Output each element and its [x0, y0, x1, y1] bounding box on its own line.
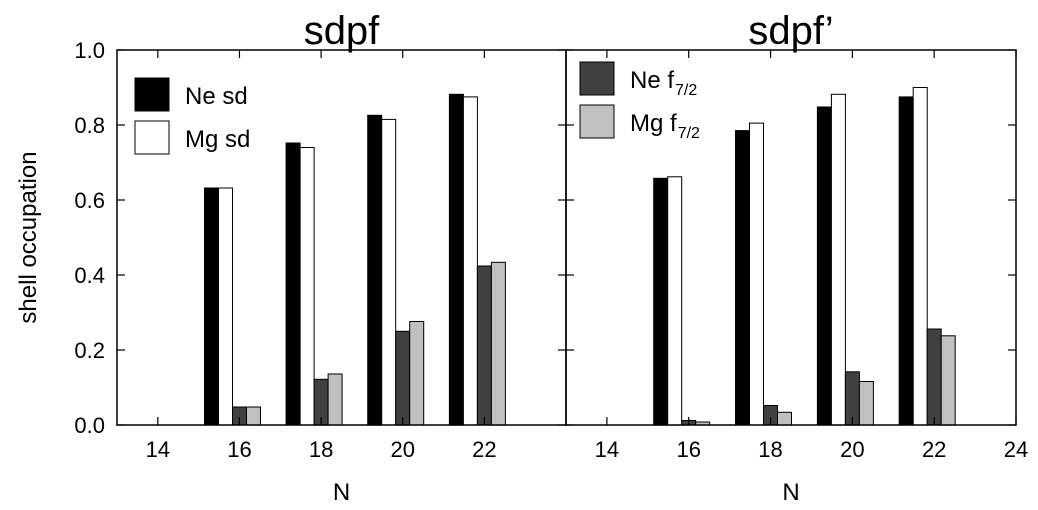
y-tick-label-3: 0.4 [74, 263, 105, 288]
y-tick-label-4: 0.6 [74, 188, 105, 213]
legend-sub-p2-1: 7/2 [675, 82, 697, 99]
x-tick-label-p1-1: 14 [146, 437, 170, 462]
y-tick-label-2: 0.2 [74, 338, 105, 363]
x-tick-label-p2-5: 22 [922, 437, 946, 462]
bar-p2-s4-4 [940, 335, 956, 426]
bar-p1-s2-2 [299, 147, 315, 426]
legend-swatch-p1-1 [134, 77, 170, 112]
bar-p2-s1-4 [898, 96, 914, 426]
x-tick-label-p1-5: 22 [472, 437, 496, 462]
bar-p1-s1-4 [448, 93, 464, 426]
x-tick-label-p1-2: 16 [227, 437, 251, 462]
bar-p1-s4-1 [246, 406, 261, 426]
y-tick-label-5: 0.8 [74, 113, 105, 138]
bar-p1-s1-2 [285, 142, 301, 426]
bar-p1-s2-3 [381, 118, 397, 426]
bar-p2-s1-2 [735, 130, 750, 426]
bar-p2-s2-2 [749, 122, 764, 426]
bar-p1-s2-4 [462, 96, 478, 426]
x-tick-label-p2-4: 20 [840, 437, 864, 462]
bar-p2-s4-2 [777, 411, 792, 426]
bar-p1-s4-2 [327, 373, 343, 426]
bar-p2-s1-1 [653, 177, 669, 426]
legend-label-p2-1: Ne f [630, 67, 674, 94]
legend-label-p1-1: Ne sd [185, 83, 248, 110]
plot-frame-2 [565, 49, 1017, 426]
bar-p1-s1-3 [367, 114, 383, 426]
chart-title-1: sdpf [304, 9, 380, 53]
x-tick-label-p2-2: 16 [676, 437, 700, 462]
bar-p1-s4-4 [490, 261, 506, 426]
bar-p2-s3-4 [926, 328, 942, 426]
legend-label-p2-2: Mg f [630, 110, 677, 137]
bar-p1-s1-1 [204, 187, 219, 426]
x-tick-label-p1-3: 18 [309, 437, 333, 462]
y-tick-label-6: 1.0 [74, 38, 105, 63]
legend-swatch-p2-1 [579, 61, 615, 96]
x-tick-label-p2-6: 24 [1004, 437, 1028, 462]
x-tick-label-p1-4: 20 [390, 437, 414, 462]
legend-swatch-p2-2 [579, 104, 615, 139]
bar-p1-s3-4 [476, 265, 492, 426]
y-axis-label: shell occupation [15, 151, 42, 323]
bar-p1-s3-3 [395, 330, 411, 426]
chart-title-2: sdpf’ [748, 9, 833, 53]
bar-p1-s4-3 [409, 321, 425, 426]
bar-p2-s4-3 [858, 381, 874, 426]
bar-p1-s2-1 [218, 187, 233, 426]
x-tick-label-p2-3: 18 [758, 437, 782, 462]
x-tick-label-p2-1: 14 [595, 437, 619, 462]
bar-p2-s1-3 [816, 106, 832, 426]
legend-swatch-p1-2 [134, 120, 170, 155]
legend-label-p1-2: Mg sd [185, 126, 250, 153]
bar-p2-s2-4 [912, 87, 928, 426]
y-tick-label-1: 0.0 [74, 413, 105, 438]
bar-p2-s2-3 [830, 93, 846, 426]
x-axis-label-2: N [782, 479, 799, 506]
legend-sub-p2-2: 7/2 [678, 125, 700, 142]
bar-p2-s2-1 [667, 176, 683, 426]
x-axis-label-1: N [333, 479, 350, 506]
